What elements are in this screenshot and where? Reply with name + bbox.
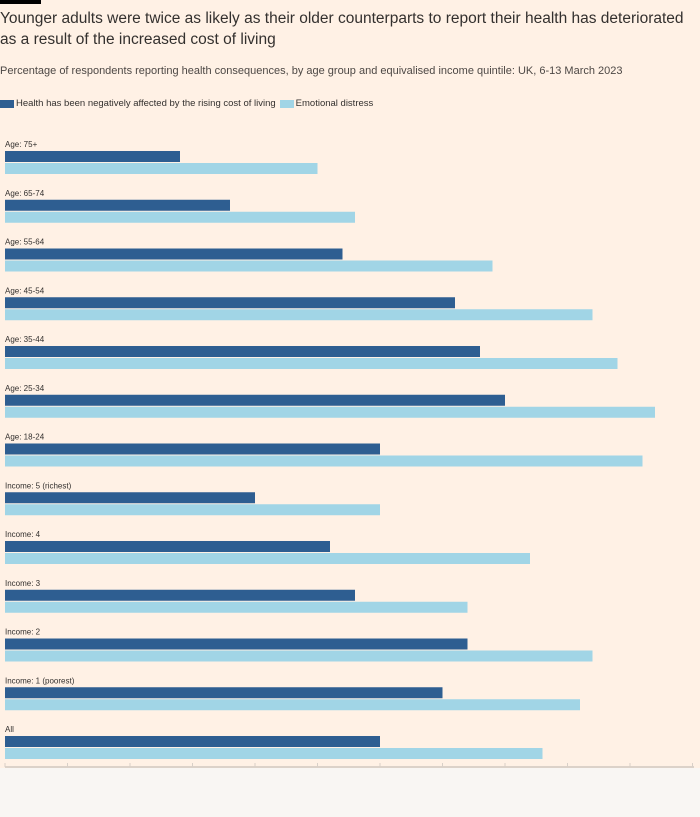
brand-bar [0,0,41,4]
legend: Health has been negatively affected by t… [0,98,377,109]
bar-emotional-distress [5,748,543,759]
bar-emotional-distress [5,406,655,418]
legend-swatch-health [0,99,14,108]
bar-health-affected [5,589,355,601]
bar-health-affected [5,638,468,650]
bar-health-affected [5,443,380,455]
bar-health-affected [5,736,380,747]
category-label: Income: 2 [5,628,41,637]
bar-health-affected [5,394,505,406]
bar-emotional-distress [5,163,318,174]
bar-emotional-distress [5,650,593,662]
legend-item-health: Health has been negatively affected by t… [0,98,276,109]
category-label: Income: 3 [5,579,41,588]
bar-emotional-distress [5,455,643,467]
bar-health-affected [5,297,455,309]
chart-title: Younger adults were twice as likely as t… [0,10,684,48]
bar-emotional-distress [5,260,493,272]
bar-emotional-distress [5,211,355,223]
bar-emotional-distress [5,699,580,711]
legend-swatch-distress [279,99,294,108]
category-label: Age: 25-34 [5,384,45,393]
bar-emotional-distress [5,601,468,613]
category-label: Income: 1 (poorest) [5,676,75,685]
bar-emotional-distress [5,358,618,369]
bar-health-affected [5,151,180,162]
bar-emotional-distress [5,504,380,516]
legend-label-health: Health has been negatively affected by t… [16,98,276,109]
category-label: Age: 75+ [5,140,38,149]
chart-subtitle: Percentage of respondents reporting heal… [0,65,623,77]
bar-health-affected [5,248,343,260]
category-label: Income: 5 (richest) [5,481,72,490]
category-label: Age: 35-44 [5,335,45,344]
bar-health-affected [5,346,480,357]
category-label: Income: 4 [5,530,41,539]
category-label: Age: 45-54 [5,286,45,295]
bar-emotional-distress [5,309,593,321]
legend-label-distress: Emotional distress [295,98,374,109]
category-label: Age: 55-64 [5,238,45,247]
bar-chart: Age: 75+ Age: 65-74 Age: 55-64 Age: 45-54 Ag… [4,140,694,768]
bar-health-affected [5,199,230,211]
bar-health-affected [5,541,330,552]
category-label: All [5,725,14,734]
bar-health-affected [5,492,255,504]
category-label: Age: 18-24 [5,433,45,442]
legend-item-distress: Emotional distress [279,98,374,109]
bar-health-affected [5,687,443,699]
bar-emotional-distress [5,553,530,564]
category-label: Age: 65-74 [5,189,45,198]
chart-panel: Younger adults were twice as likely as t… [0,0,700,768]
